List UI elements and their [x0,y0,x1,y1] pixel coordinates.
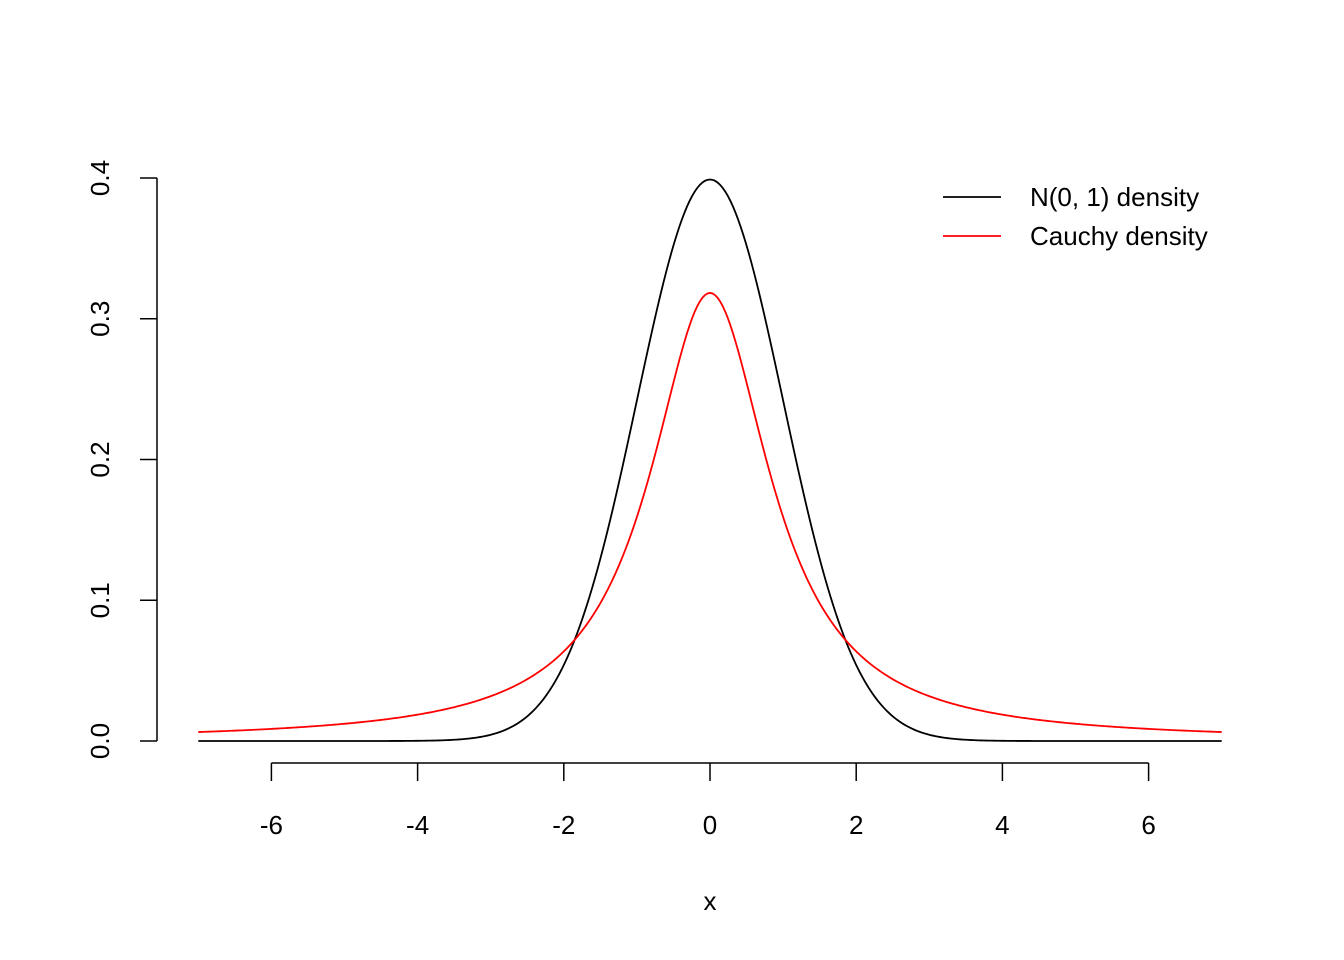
legend: N(0, 1) density Cauchy density [943,182,1208,251]
y-tick-label: 0.2 [85,441,115,477]
legend-label: N(0, 1) density [1030,182,1199,212]
x-axis-title: x [704,886,717,916]
x-tick-label: -4 [406,810,429,840]
y-axis: 0.0 0.1 0.2 0.3 0.4 [85,160,158,759]
x-tick-label: -2 [552,810,575,840]
x-tick-label: 4 [995,810,1009,840]
y-tick-label: 0.4 [85,160,115,196]
y-tick-label: 0.0 [85,723,115,759]
x-tick-label: 2 [849,810,863,840]
series-line-normal [198,178,1222,742]
x-tick-label: -6 [260,810,283,840]
legend-label: Cauchy density [1030,221,1208,251]
series-layer [198,178,1222,742]
x-axis: -6 -4 -2 0 2 4 6 [260,762,1156,840]
x-tick-label: 6 [1141,810,1155,840]
x-tick-label: 0 [703,810,717,840]
y-tick-label: 0.3 [85,301,115,337]
series-line-cauchy [198,292,1222,733]
y-tick-label: 0.1 [85,582,115,618]
